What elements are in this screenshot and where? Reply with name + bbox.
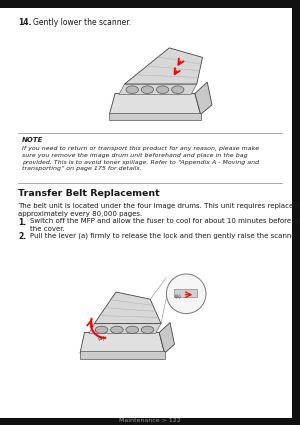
Polygon shape (159, 323, 175, 353)
Bar (174, 289, 197, 298)
Circle shape (167, 274, 206, 314)
Ellipse shape (141, 86, 154, 94)
Text: The belt unit is located under the four image drums. This unit requires replacem: The belt unit is located under the four … (18, 203, 300, 217)
Ellipse shape (141, 326, 154, 333)
Text: (a): (a) (98, 336, 106, 341)
Text: Maintenance > 122: Maintenance > 122 (119, 418, 181, 423)
Ellipse shape (172, 86, 184, 94)
Polygon shape (119, 84, 197, 94)
Ellipse shape (126, 86, 138, 94)
Text: Gently lower the scanner.: Gently lower the scanner. (33, 18, 131, 27)
Ellipse shape (156, 86, 169, 94)
Ellipse shape (95, 326, 108, 333)
Polygon shape (89, 323, 161, 333)
Polygon shape (124, 48, 202, 84)
Bar (0, 418, 300, 425)
Ellipse shape (111, 326, 123, 333)
Bar (0, 0, 300, 8)
Bar (110, 113, 201, 120)
Text: Transfer Belt Replacement: Transfer Belt Replacement (18, 189, 160, 198)
Ellipse shape (126, 326, 139, 333)
Text: 2.: 2. (18, 232, 26, 241)
Text: If you need to return or transport this product for any reason, please make
sure: If you need to return or transport this … (22, 146, 259, 171)
Text: 14.: 14. (18, 18, 32, 27)
Bar (292, 0, 300, 425)
Text: (a): (a) (175, 294, 181, 299)
Polygon shape (195, 82, 212, 114)
Text: Switch off the MFP and allow the fuser to cool for about 10 minutes before openi: Switch off the MFP and allow the fuser t… (30, 218, 300, 232)
Bar (80, 351, 165, 359)
Text: Pull the lever (a) firmly to release the lock and then gently raise the scanner : Pull the lever (a) firmly to release the… (30, 232, 300, 238)
Polygon shape (110, 94, 201, 114)
Text: 1.: 1. (18, 218, 26, 227)
Text: NOTE: NOTE (22, 137, 44, 143)
Polygon shape (94, 292, 161, 323)
Polygon shape (80, 332, 165, 353)
